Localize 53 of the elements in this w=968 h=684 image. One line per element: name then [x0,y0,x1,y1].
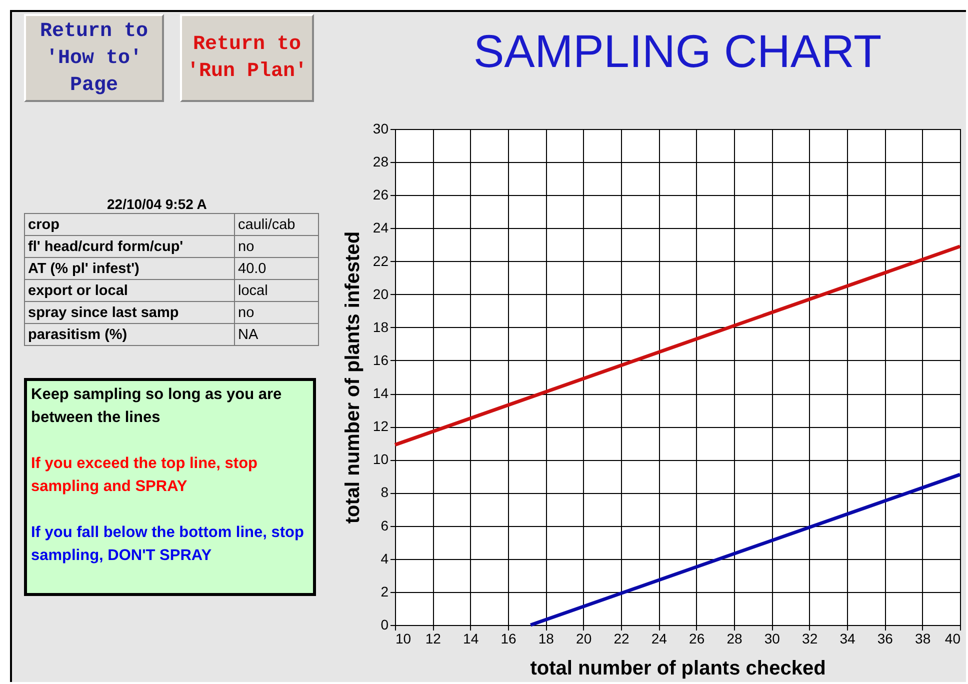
y-tick-label: 18 [372,318,389,335]
x-tick-label: 24 [651,630,668,646]
text: Return to 'Run Plan' [180,14,314,102]
y-tick-label: 28 [372,154,389,170]
text: If you fall below the bottom line, stop sampling, DON'T SPRAY [31,523,305,566]
x-tick-label: 26 [689,630,705,646]
y-tick-label: 8 [380,484,389,500]
text: If you exceed the top line, stop sampling and SPRAY [31,454,259,497]
y-tick-label: 20 [372,286,389,302]
y-tick-label: 14 [372,385,389,402]
x-tick-label: 10 [396,630,412,646]
text: crop [24,214,234,236]
y-tick-label: 6 [380,517,389,534]
x-tick-label: 12 [425,630,442,646]
x-tick-label: 34 [840,630,856,646]
y-tick-label: 16 [372,352,389,368]
text: parasitism (%) [24,324,234,346]
y-tick-label: 30 [372,120,389,136]
y-tick-label: 22 [372,252,389,269]
y-tick-label: 26 [372,186,389,203]
y-tick-label: 2 [380,583,389,600]
text: 40.0 [234,258,318,280]
text: no [234,302,318,324]
y-tick-label: 12 [372,418,389,434]
y-tick-label: 0 [380,616,389,632]
text: spray since last samp [24,302,234,324]
x-tick-label: 40 [944,630,961,646]
text: cauli/cab [234,214,318,236]
text: no [234,236,318,258]
y-axis-title: total number of plants infested [342,231,364,524]
y-tick-label: 10 [372,451,389,468]
text: Keep sampling so long as you are between the lines [31,385,283,428]
chart-title: SAMPLING CHART [473,25,882,77]
text: export or local [24,280,234,302]
x-axis-title: total number of plants checked [530,658,826,680]
text: local [234,280,318,302]
x-tick-label: 14 [463,630,479,646]
x-tick-label: 18 [538,630,554,646]
text: NA [234,324,318,346]
x-tick-label: 32 [802,630,818,646]
y-tick-label: 24 [372,220,389,236]
text: 22/10/04 9:52 A [107,196,207,212]
x-tick-label: 28 [726,630,742,646]
x-tick-label: 16 [500,630,516,646]
x-tick-label: 38 [915,630,931,646]
y-tick-label: 4 [380,550,389,566]
x-tick-label: 30 [764,630,780,646]
text: fl' head/curd form/cup' [24,236,234,258]
text: AT (% pl' infest') [24,258,234,280]
x-tick-label: 22 [614,630,630,646]
x-tick-label: 36 [877,630,894,646]
text: Return to 'How to' Page [24,14,164,102]
x-tick-label: 20 [576,630,592,646]
